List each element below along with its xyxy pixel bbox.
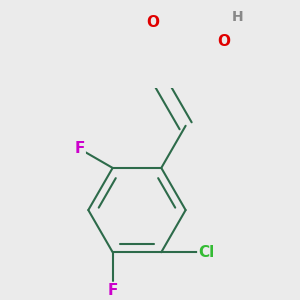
Text: H: H	[232, 11, 244, 24]
Text: O: O	[146, 15, 159, 30]
Text: O: O	[218, 34, 230, 49]
Text: Cl: Cl	[198, 245, 214, 260]
Text: F: F	[107, 283, 118, 298]
Text: F: F	[74, 141, 85, 156]
